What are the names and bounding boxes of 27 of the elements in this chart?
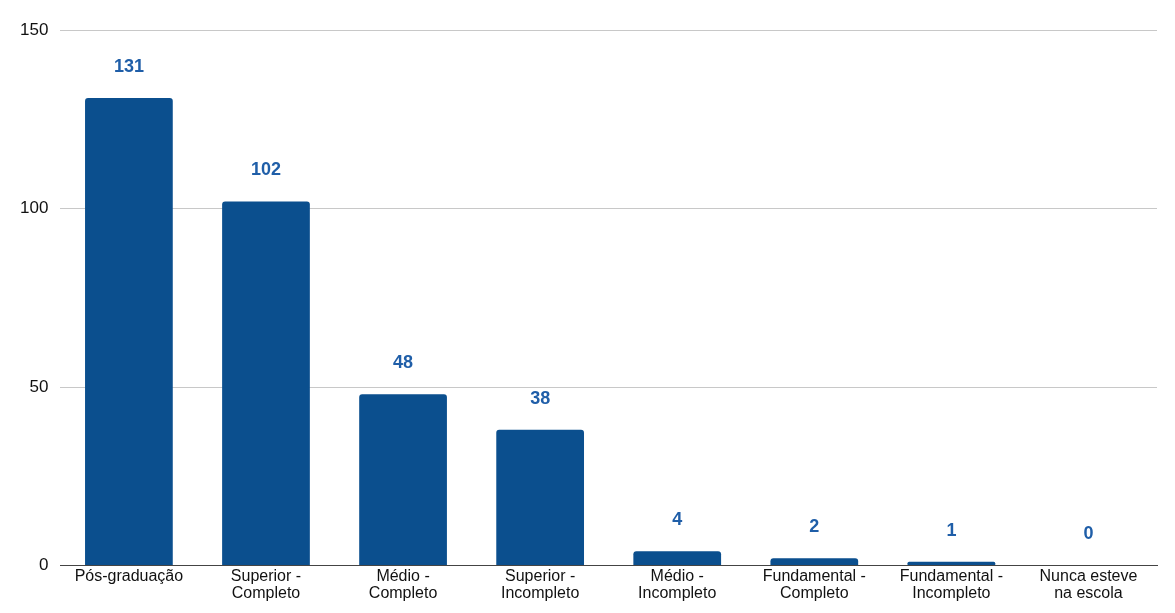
data-label: 2: [809, 516, 820, 537]
data-label: 38: [530, 387, 551, 408]
x-tick-label: Pós-graduação: [74, 567, 184, 585]
bar: [359, 394, 447, 565]
x-tick-label: Superior - Incompleto: [501, 567, 580, 602]
bar: [907, 561, 996, 565]
bar: [496, 429, 585, 565]
x-tick-label: Médio - Incompleto: [638, 567, 717, 602]
y-tick-label: 0: [38, 555, 49, 575]
data-label: 4: [672, 509, 683, 530]
bar: [222, 201, 310, 565]
x-tick-label: Médio - Completo: [368, 567, 438, 602]
bar: [85, 97, 173, 565]
data-label: 48: [393, 352, 414, 373]
y-tick-label: 150: [19, 19, 49, 39]
x-tick-label: Fundamental - Completo: [762, 567, 866, 602]
data-label: 1: [946, 519, 957, 540]
data-label: 102: [250, 159, 282, 180]
data-label: 131: [113, 55, 144, 76]
x-tick-label: Nunca esteve na escola: [1039, 567, 1138, 602]
x-tick-label: Fundamental - Incompleto: [899, 567, 1003, 602]
bar: [770, 558, 859, 565]
y-tick-label: 50: [29, 376, 49, 396]
y-tick-label: 100: [19, 198, 49, 218]
x-tick-label: Superior - Completo: [230, 567, 302, 602]
bar: [633, 551, 722, 565]
data-label: 0: [1083, 523, 1094, 544]
